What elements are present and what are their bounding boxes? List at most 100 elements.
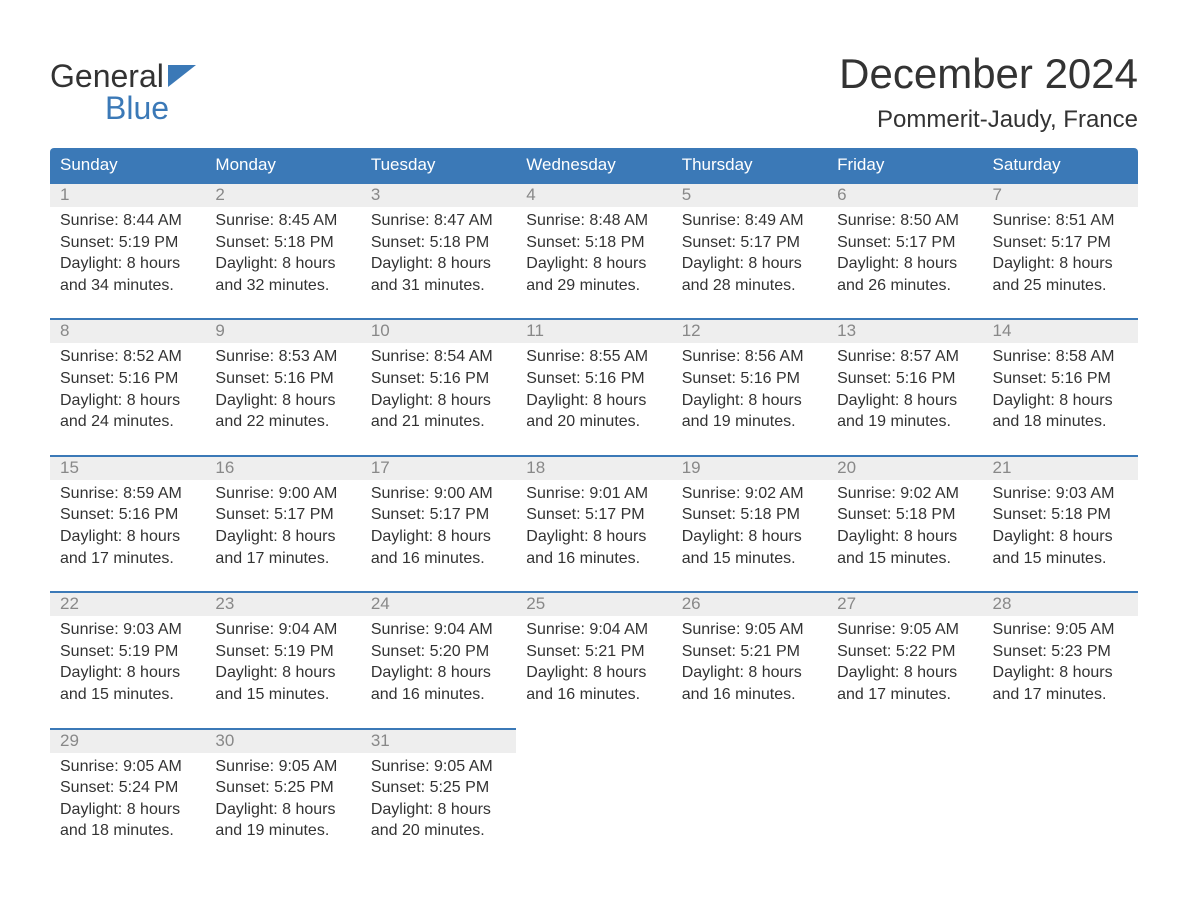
sunrise-line: Sunrise: 8:59 AM bbox=[60, 483, 195, 505]
sunset-line: Sunset: 5:17 PM bbox=[993, 232, 1128, 254]
sunset-label: Sunset: bbox=[682, 506, 736, 523]
day-cell: 30Sunrise: 9:05 AMSunset: 5:25 PMDayligh… bbox=[205, 728, 360, 864]
day-number: 20 bbox=[827, 455, 982, 480]
daylight-line: Daylight: 8 hours and 18 minutes. bbox=[60, 799, 195, 842]
day-cell: 12Sunrise: 8:56 AMSunset: 5:16 PMDayligh… bbox=[672, 318, 827, 454]
sunset-value: 5:18 PM bbox=[430, 234, 490, 251]
daylight-line: Daylight: 8 hours and 32 minutes. bbox=[215, 253, 350, 296]
sunset-line: Sunset: 5:16 PM bbox=[215, 368, 350, 390]
sunset-label: Sunset: bbox=[371, 643, 425, 660]
day-cell: 24Sunrise: 9:04 AMSunset: 5:20 PMDayligh… bbox=[361, 591, 516, 727]
sunrise-label: Sunrise: bbox=[837, 212, 896, 229]
sunrise-value: 9:02 AM bbox=[900, 485, 959, 502]
daylight-line: Daylight: 8 hours and 21 minutes. bbox=[371, 390, 506, 433]
day-number: 31 bbox=[361, 728, 516, 753]
sunrise-line: Sunrise: 9:03 AM bbox=[993, 483, 1128, 505]
daylight-label: Daylight: bbox=[993, 255, 1055, 272]
sunrise-value: 9:05 AM bbox=[745, 621, 804, 638]
day-header-cell: Sunday bbox=[50, 148, 205, 182]
daylight-line: Daylight: 8 hours and 15 minutes. bbox=[993, 526, 1128, 569]
sunrise-line: Sunrise: 8:53 AM bbox=[215, 346, 350, 368]
sunset-line: Sunset: 5:16 PM bbox=[371, 368, 506, 390]
daylight-line: Daylight: 8 hours and 16 minutes. bbox=[682, 662, 817, 705]
daylight-line: Daylight: 8 hours and 15 minutes. bbox=[215, 662, 350, 705]
sunset-value: 5:16 PM bbox=[274, 370, 334, 387]
sunrise-value: 9:05 AM bbox=[1056, 621, 1115, 638]
sunrise-label: Sunrise: bbox=[60, 348, 119, 365]
sunset-value: 5:17 PM bbox=[1051, 234, 1111, 251]
day-cell: 25Sunrise: 9:04 AMSunset: 5:21 PMDayligh… bbox=[516, 591, 671, 727]
sunrise-label: Sunrise: bbox=[60, 758, 119, 775]
sunrise-line: Sunrise: 8:57 AM bbox=[837, 346, 972, 368]
day-details: Sunrise: 8:56 AMSunset: 5:16 PMDaylight:… bbox=[682, 346, 817, 432]
sunrise-value: 9:02 AM bbox=[745, 485, 804, 502]
sunset-line: Sunset: 5:19 PM bbox=[215, 641, 350, 663]
daylight-label: Daylight: bbox=[60, 255, 122, 272]
sunset-line: Sunset: 5:21 PM bbox=[526, 641, 661, 663]
sunset-value: 5:17 PM bbox=[430, 506, 490, 523]
day-details: Sunrise: 8:48 AMSunset: 5:18 PMDaylight:… bbox=[526, 210, 661, 296]
day-number: 22 bbox=[50, 591, 205, 616]
sunset-value: 5:16 PM bbox=[119, 370, 179, 387]
daylight-label: Daylight: bbox=[215, 528, 277, 545]
daylight-label: Daylight: bbox=[371, 801, 433, 818]
sunrise-label: Sunrise: bbox=[371, 621, 430, 638]
daylight-label: Daylight: bbox=[993, 664, 1055, 681]
sunset-value: 5:16 PM bbox=[585, 370, 645, 387]
sunrise-value: 9:05 AM bbox=[900, 621, 959, 638]
sunset-label: Sunset: bbox=[837, 506, 891, 523]
sunset-label: Sunset: bbox=[526, 234, 580, 251]
daylight-line: Daylight: 8 hours and 20 minutes. bbox=[371, 799, 506, 842]
day-cell: 1Sunrise: 8:44 AMSunset: 5:19 PMDaylight… bbox=[50, 182, 205, 318]
day-cell: 22Sunrise: 9:03 AMSunset: 5:19 PMDayligh… bbox=[50, 591, 205, 727]
daylight-label: Daylight: bbox=[371, 664, 433, 681]
sunrise-value: 8:54 AM bbox=[434, 348, 493, 365]
sunset-line: Sunset: 5:16 PM bbox=[837, 368, 972, 390]
sunrise-line: Sunrise: 8:54 AM bbox=[371, 346, 506, 368]
daylight-label: Daylight: bbox=[526, 392, 588, 409]
week-row: 15Sunrise: 8:59 AMSunset: 5:16 PMDayligh… bbox=[50, 455, 1138, 591]
sunrise-label: Sunrise: bbox=[682, 348, 741, 365]
sunset-value: 5:18 PM bbox=[1051, 506, 1111, 523]
daylight-label: Daylight: bbox=[60, 528, 122, 545]
sunrise-label: Sunrise: bbox=[371, 485, 430, 502]
sunrise-value: 8:55 AM bbox=[589, 348, 648, 365]
logo-word-1: General bbox=[50, 60, 164, 92]
day-cell: 16Sunrise: 9:00 AMSunset: 5:17 PMDayligh… bbox=[205, 455, 360, 591]
day-cell: 6Sunrise: 8:50 AMSunset: 5:17 PMDaylight… bbox=[827, 182, 982, 318]
day-number: 26 bbox=[672, 591, 827, 616]
sunrise-line: Sunrise: 9:05 AM bbox=[837, 619, 972, 641]
sunset-line: Sunset: 5:21 PM bbox=[682, 641, 817, 663]
daylight-label: Daylight: bbox=[837, 664, 899, 681]
daylight-line: Daylight: 8 hours and 15 minutes. bbox=[837, 526, 972, 569]
day-header-row: SundayMondayTuesdayWednesdayThursdayFrid… bbox=[50, 148, 1138, 182]
sunset-line: Sunset: 5:25 PM bbox=[215, 777, 350, 799]
sunset-line: Sunset: 5:20 PM bbox=[371, 641, 506, 663]
sunrise-line: Sunrise: 8:44 AM bbox=[60, 210, 195, 232]
daylight-label: Daylight: bbox=[993, 528, 1055, 545]
sunset-line: Sunset: 5:16 PM bbox=[60, 504, 195, 526]
day-details: Sunrise: 9:04 AMSunset: 5:19 PMDaylight:… bbox=[215, 619, 350, 705]
sunrise-value: 8:45 AM bbox=[279, 212, 338, 229]
sunset-label: Sunset: bbox=[215, 506, 269, 523]
sunrise-value: 8:44 AM bbox=[123, 212, 182, 229]
sunrise-value: 9:05 AM bbox=[279, 758, 338, 775]
day-number: 21 bbox=[983, 455, 1138, 480]
sunset-value: 5:16 PM bbox=[740, 370, 800, 387]
daylight-label: Daylight: bbox=[60, 664, 122, 681]
sunset-line: Sunset: 5:17 PM bbox=[215, 504, 350, 526]
daylight-label: Daylight: bbox=[837, 255, 899, 272]
sunrise-line: Sunrise: 9:04 AM bbox=[526, 619, 661, 641]
day-cell: 13Sunrise: 8:57 AMSunset: 5:16 PMDayligh… bbox=[827, 318, 982, 454]
day-cell: 14Sunrise: 8:58 AMSunset: 5:16 PMDayligh… bbox=[983, 318, 1138, 454]
day-cell: 9Sunrise: 8:53 AMSunset: 5:16 PMDaylight… bbox=[205, 318, 360, 454]
sunrise-line: Sunrise: 9:04 AM bbox=[371, 619, 506, 641]
day-number: 10 bbox=[361, 318, 516, 343]
day-cell: 27Sunrise: 9:05 AMSunset: 5:22 PMDayligh… bbox=[827, 591, 982, 727]
sunrise-value: 9:03 AM bbox=[1056, 485, 1115, 502]
sunrise-line: Sunrise: 8:55 AM bbox=[526, 346, 661, 368]
day-cell: 4Sunrise: 8:48 AMSunset: 5:18 PMDaylight… bbox=[516, 182, 671, 318]
day-number: 2 bbox=[205, 182, 360, 207]
daylight-label: Daylight: bbox=[526, 528, 588, 545]
daylight-label: Daylight: bbox=[371, 392, 433, 409]
